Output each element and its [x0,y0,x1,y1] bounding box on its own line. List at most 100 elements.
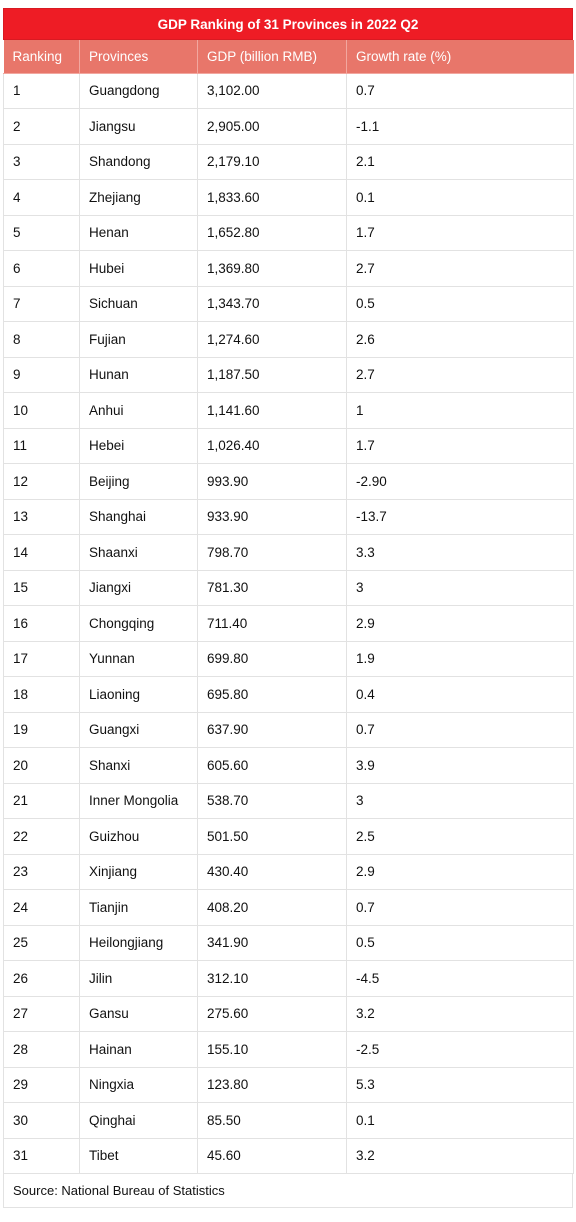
ranking-cell: 24 [3,889,80,926]
province-cell: Shaanxi [79,534,198,571]
gdp-cell: 933.90 [197,499,347,535]
gdp-table: Ranking Provinces GDP (billion RMB) Grow… [3,40,574,1174]
province-cell: Guangdong [79,73,198,109]
ranking-cell: 9 [3,357,80,393]
table-row: 8 Fujian 1,274.60 2.6 [3,321,574,358]
table-row: 28 Hainan 155.10 -2.5 [3,1031,574,1068]
table-row: 14 Shaanxi 798.70 3.3 [3,534,574,571]
table-row: 11 Hebei 1,026.40 1.7 [3,428,574,464]
gdp-cell: 1,343.70 [197,286,347,322]
growth-rate-cell: 0.1 [346,179,574,216]
gdp-cell: 695.80 [197,676,347,713]
province-cell: Sichuan [79,286,198,322]
growth-rate-cell: 3.2 [346,1138,574,1174]
growth-rate-cell: 0.5 [346,286,574,322]
table-row: 29 Ningxia 123.80 5.3 [3,1067,574,1103]
province-cell: Guizhou [79,818,198,855]
ranking-cell: 22 [3,818,80,855]
province-cell: Heilongjiang [79,925,198,961]
growth-rate-cell: 0.1 [346,1102,574,1139]
province-cell: Liaoning [79,676,198,713]
growth-rate-cell: 2.1 [346,144,574,180]
table-row: 15 Jiangxi 781.30 3 [3,570,574,606]
province-cell: Tibet [79,1138,198,1174]
ranking-cell: 13 [3,499,80,535]
growth-rate-cell: 0.7 [346,889,574,926]
gdp-cell: 1,652.80 [197,215,347,251]
province-cell: Hubei [79,250,198,287]
table-row: 22 Guizhou 501.50 2.5 [3,818,574,855]
table-header-row: Ranking Provinces GDP (billion RMB) Grow… [3,40,574,74]
ranking-cell: 3 [3,144,80,180]
gdp-cell: 3,102.00 [197,73,347,109]
ranking-cell: 19 [3,712,80,748]
table-row: 20 Shanxi 605.60 3.9 [3,747,574,784]
ranking-cell: 30 [3,1102,80,1139]
growth-rate-cell: 2.5 [346,818,574,855]
growth-rate-cell: 3.9 [346,747,574,784]
gdp-cell: 1,187.50 [197,357,347,393]
gdp-cell: 1,141.60 [197,392,347,429]
growth-rate-cell: 0.7 [346,712,574,748]
gdp-cell: 501.50 [197,818,347,855]
province-cell: Gansu [79,996,198,1032]
growth-rate-cell: 1.7 [346,428,574,464]
gdp-cell: 275.60 [197,996,347,1032]
growth-rate-cell: 1.7 [346,215,574,251]
table-title: GDP Ranking of 31 Provinces in 2022 Q2 [3,8,573,40]
growth-rate-cell: 2.6 [346,321,574,358]
gdp-cell: 637.90 [197,712,347,748]
gdp-cell: 605.60 [197,747,347,784]
gdp-cell: 781.30 [197,570,347,606]
table-row: 17 Yunnan 699.80 1.9 [3,641,574,677]
gdp-cell: 1,833.60 [197,179,347,216]
gdp-cell: 45.60 [197,1138,347,1174]
ranking-cell: 31 [3,1138,80,1174]
table-row: 31 Tibet 45.60 3.2 [3,1138,574,1174]
gdp-cell: 993.90 [197,463,347,500]
gdp-cell: 538.70 [197,783,347,819]
ranking-cell: 21 [3,783,80,819]
growth-rate-cell: 2.7 [346,357,574,393]
province-cell: Guangxi [79,712,198,748]
province-cell: Shandong [79,144,198,180]
province-cell: Chongqing [79,605,198,642]
gdp-cell: 341.90 [197,925,347,961]
ranking-cell: 15 [3,570,80,606]
growth-rate-cell: 2.9 [346,854,574,890]
ranking-cell: 14 [3,534,80,571]
province-cell: Ningxia [79,1067,198,1103]
table-row: 3 Shandong 2,179.10 2.1 [3,144,574,180]
growth-rate-cell: -2.5 [346,1031,574,1068]
gdp-cell: 2,905.00 [197,108,347,145]
table-row: 21 Inner Mongolia 538.70 3 [3,783,574,819]
header-provinces: Provinces [79,40,198,74]
gdp-cell: 123.80 [197,1067,347,1103]
province-cell: Qinghai [79,1102,198,1139]
province-cell: Hainan [79,1031,198,1068]
gdp-table-container: GDP Ranking of 31 Provinces in 2022 Q2 R… [3,8,574,1208]
table-row: 24 Tianjin 408.20 0.7 [3,889,574,926]
ranking-cell: 6 [3,250,80,287]
ranking-cell: 25 [3,925,80,961]
table-row: 18 Liaoning 695.80 0.4 [3,676,574,713]
gdp-cell: 1,274.60 [197,321,347,358]
province-cell: Xinjiang [79,854,198,890]
growth-rate-cell: 2.9 [346,605,574,642]
ranking-cell: 5 [3,215,80,251]
province-cell: Shanxi [79,747,198,784]
table-row: 2 Jiangsu 2,905.00 -1.1 [3,108,574,145]
table-row: 7 Sichuan 1,343.70 0.5 [3,286,574,322]
gdp-cell: 1,026.40 [197,428,347,464]
ranking-cell: 23 [3,854,80,890]
gdp-cell: 699.80 [197,641,347,677]
table-row: 25 Heilongjiang 341.90 0.5 [3,925,574,961]
gdp-cell: 155.10 [197,1031,347,1068]
header-growth-rate: Growth rate (%) [346,40,574,74]
table-row: 5 Henan 1,652.80 1.7 [3,215,574,251]
table-row: 6 Hubei 1,369.80 2.7 [3,250,574,287]
province-cell: Inner Mongolia [79,783,198,819]
table-row: 12 Beijing 993.90 -2.90 [3,463,574,500]
province-cell: Yunnan [79,641,198,677]
growth-rate-cell: -4.5 [346,960,574,997]
